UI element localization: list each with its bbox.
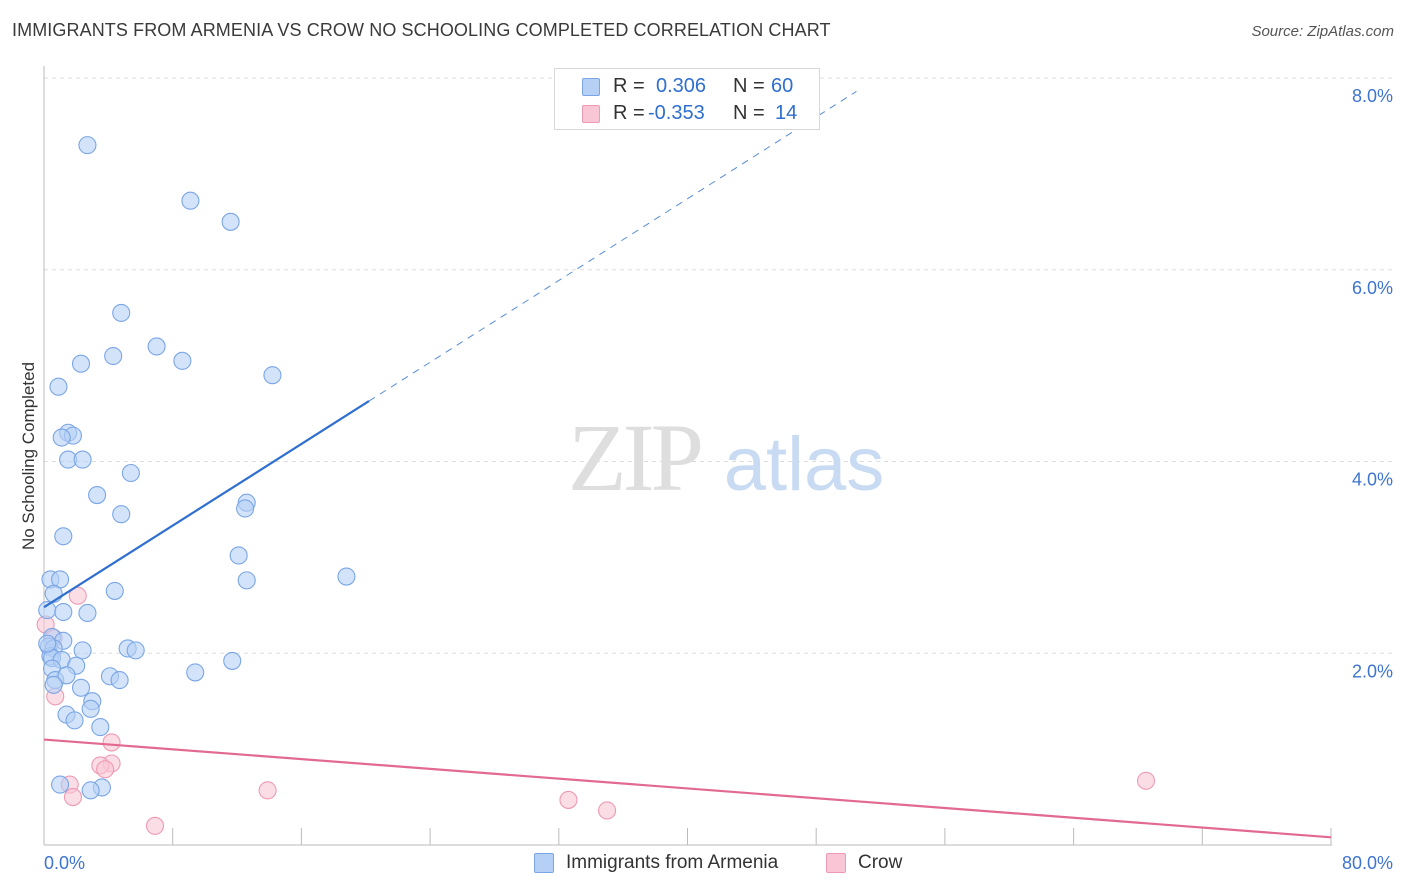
trend-layer bbox=[43, 91, 1332, 839]
crow-point bbox=[63, 788, 83, 807]
legend-item-label: Immigrants from Armenia bbox=[566, 852, 779, 873]
armenia-swatch-icon bbox=[582, 78, 600, 96]
armenia-point bbox=[73, 641, 92, 660]
armenia-point bbox=[112, 505, 131, 524]
grid-layer bbox=[44, 77, 1394, 654]
armenia-point bbox=[112, 303, 131, 322]
series-legend: Immigrants from Armenia Crow bbox=[0, 850, 1406, 880]
armenia-point bbox=[229, 546, 248, 565]
y-tick-label: 8.0% bbox=[1352, 86, 1393, 106]
y-tick-label: 2.0% bbox=[1352, 661, 1393, 681]
legend-r-label: R = bbox=[613, 102, 645, 124]
armenia-point bbox=[186, 663, 205, 682]
armenia-point bbox=[237, 571, 256, 590]
x-tick-label: 80.0% bbox=[1342, 853, 1393, 873]
crow-point bbox=[68, 586, 87, 605]
legend-r-value: 0.306 bbox=[656, 75, 707, 97]
armenia-point bbox=[73, 450, 92, 469]
armenia-point bbox=[221, 212, 240, 231]
armenia-point bbox=[57, 666, 76, 685]
crow-point bbox=[102, 733, 121, 752]
watermark: ZIP atlas bbox=[568, 404, 884, 511]
armenia-swatch-icon bbox=[534, 853, 554, 873]
armenia-point bbox=[173, 351, 192, 370]
correlation-legend: R = 0.306 N = 60 R = -0.353 N = 14 bbox=[554, 68, 820, 130]
armenia-point bbox=[121, 463, 140, 483]
armenia-point bbox=[181, 191, 200, 210]
legend-n-value: 14 bbox=[775, 102, 798, 124]
legend-row-crow: R = -0.353 N = 14 bbox=[555, 100, 819, 128]
armenia-point bbox=[126, 641, 145, 660]
armenia-point bbox=[105, 581, 124, 600]
axes-layer bbox=[43, 66, 1332, 846]
armenia-point bbox=[78, 603, 97, 623]
armenia-point bbox=[104, 346, 123, 366]
y-tick-label: 4.0% bbox=[1352, 470, 1393, 490]
legend-n-value: 60 bbox=[771, 75, 794, 97]
source-credit: Source: ZipAtlas.com bbox=[1251, 23, 1394, 40]
armenia-point bbox=[54, 527, 73, 546]
crow-points bbox=[36, 586, 1156, 835]
crow-point bbox=[96, 760, 115, 779]
armenia-point bbox=[81, 699, 100, 718]
armenia-point bbox=[51, 775, 70, 794]
crow-point bbox=[1136, 771, 1156, 790]
legend-row-armenia: R = 0.306 N = 60 bbox=[555, 73, 819, 101]
armenia-point bbox=[78, 136, 97, 155]
chart-title: IMMIGRANTS FROM ARMENIA VS CROW NO SCHOO… bbox=[12, 20, 831, 40]
x-tick-label: 0.0% bbox=[44, 853, 85, 873]
armenia-points bbox=[38, 136, 356, 800]
armenia-point bbox=[71, 678, 91, 697]
watermark-zip: ZIP bbox=[568, 404, 701, 511]
y-axis-label: No Schooling Completed bbox=[19, 362, 38, 550]
crow-point bbox=[598, 801, 617, 820]
armenia-point bbox=[147, 337, 166, 356]
armenia-point bbox=[54, 602, 73, 622]
crow-point bbox=[559, 790, 578, 809]
armenia-point bbox=[81, 781, 100, 800]
armenia-point bbox=[236, 499, 255, 518]
armenia-point bbox=[110, 671, 129, 690]
watermark-atlas: atlas bbox=[724, 422, 885, 507]
armenia-point bbox=[71, 354, 91, 373]
crow-swatch-icon bbox=[826, 853, 846, 873]
armenia-point bbox=[38, 634, 57, 653]
legend-item-label: Crow bbox=[858, 852, 903, 873]
armenia-point bbox=[223, 651, 242, 670]
labels-layer: 2.0% 4.0% 6.0% 8.0% 0.0% 80.0% bbox=[44, 86, 1393, 873]
armenia-point bbox=[65, 711, 84, 730]
y-tick-label: 6.0% bbox=[1352, 278, 1393, 298]
armenia-point bbox=[91, 718, 110, 737]
legend-n-label: N = bbox=[733, 75, 765, 97]
armenia-point bbox=[49, 377, 68, 396]
legend-r-value: -0.353 bbox=[648, 102, 705, 124]
crow-point bbox=[145, 816, 165, 835]
armenia-trend-line bbox=[43, 400, 370, 609]
armenia-point bbox=[337, 567, 356, 586]
armenia-trend-extension bbox=[368, 91, 857, 402]
crow-swatch-icon bbox=[582, 105, 600, 123]
legend-n-label: N = bbox=[733, 102, 765, 124]
armenia-point bbox=[263, 366, 282, 385]
armenia-point bbox=[88, 486, 107, 505]
crow-trend-line bbox=[43, 738, 1332, 839]
armenia-point bbox=[44, 584, 63, 603]
armenia-point bbox=[52, 428, 71, 447]
crow-point bbox=[258, 781, 277, 800]
legend-r-label: R = bbox=[613, 75, 645, 97]
armenia-point bbox=[44, 675, 63, 694]
